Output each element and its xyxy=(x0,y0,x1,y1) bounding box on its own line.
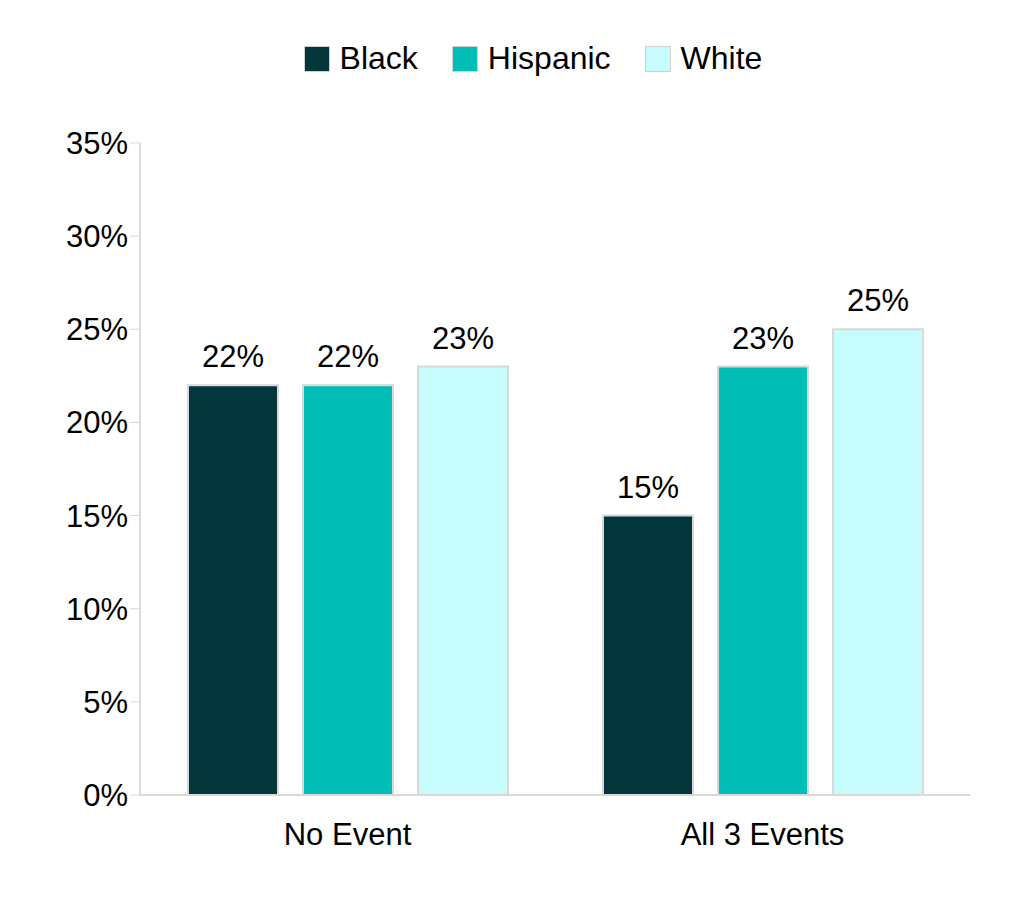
svg-text:15%: 15% xyxy=(66,499,128,534)
svg-text:22%: 22% xyxy=(317,339,379,374)
svg-text:5%: 5% xyxy=(83,685,128,720)
html-text:Black: Black xyxy=(339,40,418,76)
svg-text:10%: 10% xyxy=(66,592,128,627)
svg-text:0%: 0% xyxy=(83,778,128,813)
svg-text:25%: 25% xyxy=(66,312,128,347)
svg-text:30%: 30% xyxy=(66,219,128,254)
html-text:White: White xyxy=(680,40,763,76)
svg-text:23%: 23% xyxy=(732,321,794,356)
svg-text:20%: 20% xyxy=(66,405,128,440)
html-text:Hispanic: Hispanic xyxy=(487,40,611,76)
svg-text:25%: 25% xyxy=(847,283,909,318)
svg-text:All 3 Events: All 3 Events xyxy=(681,817,845,852)
svg-text:22%: 22% xyxy=(202,339,264,374)
svg-text:15%: 15% xyxy=(617,470,679,505)
svg-text:35%: 35% xyxy=(66,126,128,161)
svg-text:23%: 23% xyxy=(432,321,494,356)
svg-text:No Event: No Event xyxy=(284,817,412,852)
